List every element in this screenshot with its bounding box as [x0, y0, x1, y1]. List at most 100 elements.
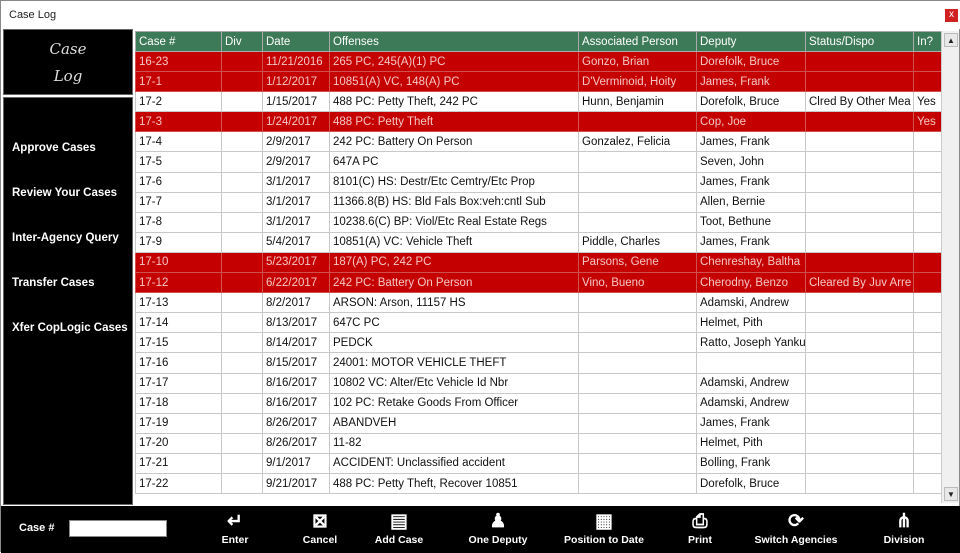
table-row[interactable]: 17-1 1/12/2017 10851(A) VC, 148(A) PC D'Ver…	[135, 71, 941, 93]
nav-review-your-cases[interactable]: Review Your Cases	[12, 187, 118, 199]
table-cell[interactable]	[578, 312, 697, 334]
table-cell[interactable]	[221, 432, 263, 454]
table-cell[interactable]	[913, 372, 941, 394]
table-cell[interactable]: Seven, John	[696, 151, 806, 173]
table-cell[interactable]: 1/12/2017	[262, 71, 330, 93]
table-cell[interactable]	[221, 251, 263, 274]
table-cell[interactable]	[221, 71, 263, 93]
table-cell[interactable]	[913, 131, 941, 153]
table-cell[interactable]: 242 PC: Battery On Person	[329, 131, 579, 153]
table-row[interactable]: 17-2 1/15/2017 488 PC: Petty Theft, 242 PC…	[135, 91, 941, 113]
table-cell[interactable]: 647C PC	[329, 312, 579, 334]
table-cell[interactable]	[805, 452, 914, 474]
table-cell[interactable]	[221, 191, 263, 213]
table-cell[interactable]: Dorefolk, Bruce	[696, 50, 806, 73]
table-cell[interactable]: 17-14	[135, 312, 222, 334]
table-cell[interactable]	[578, 392, 697, 414]
table-cell[interactable]: 17-22	[135, 472, 222, 495]
position-to-date-button[interactable]: ▦ Position to Date	[564, 510, 644, 546]
nav-inter-agency-query[interactable]: Inter-Agency Query	[12, 232, 119, 244]
table-cell[interactable]	[221, 91, 263, 113]
table-cell[interactable]: 11-82	[329, 432, 579, 454]
table-cell[interactable]: ABANDVEH	[329, 412, 579, 434]
table-cell[interactable]	[221, 111, 263, 133]
table-cell[interactable]: 17-17	[135, 372, 222, 394]
table-cell[interactable]	[805, 412, 914, 434]
table-cell[interactable]: PEDCK	[329, 332, 579, 354]
table-cell[interactable]: 17-4	[135, 131, 222, 153]
column-header[interactable]: Div	[221, 31, 263, 52]
table-cell[interactable]: James, Frank	[696, 131, 806, 153]
table-cell[interactable]: Gonzo, Brian	[578, 50, 697, 73]
table-row[interactable]: 17-14 8/13/2017 647C PC Helmet, Pith	[135, 312, 941, 334]
table-cell[interactable]: 17-21	[135, 452, 222, 474]
table-cell[interactable]	[805, 171, 914, 193]
table-cell[interactable]: 8/26/2017	[262, 432, 330, 454]
table-cell[interactable]: Dorefolk, Bruce	[696, 472, 806, 495]
table-cell[interactable]: 1/15/2017	[262, 91, 330, 113]
table-cell[interactable]	[913, 472, 941, 495]
table-cell[interactable]	[578, 332, 697, 354]
table-cell[interactable]	[913, 151, 941, 173]
table-cell[interactable]	[578, 151, 697, 173]
table-cell[interactable]	[913, 231, 941, 253]
table-cell[interactable]	[221, 231, 263, 253]
table-cell[interactable]	[805, 312, 914, 334]
table-row[interactable]: 17-3 1/24/2017 488 PC: Petty Theft Cop, Joe…	[135, 111, 941, 133]
table-cell[interactable]: 3/1/2017	[262, 191, 330, 213]
table-cell[interactable]	[578, 452, 697, 474]
table-cell[interactable]: Piddle, Charles	[578, 231, 697, 253]
column-header[interactable]: Date	[262, 31, 330, 52]
table-row[interactable]: 17-5 2/9/2017 647A PC Seven, John	[135, 151, 941, 173]
table-cell[interactable]: 8/13/2017	[262, 312, 330, 334]
table-row[interactable]: 17-10 5/23/2017 187(A) PC, 242 PC Parsons, …	[135, 251, 941, 274]
table-cell[interactable]: 8/14/2017	[262, 332, 330, 354]
table-cell[interactable]	[913, 272, 941, 294]
table-cell[interactable]	[913, 452, 941, 474]
table-cell[interactable]: 488 PC: Petty Theft, 242 PC	[329, 91, 579, 113]
cancel-button[interactable]: ⊠ Cancel	[303, 510, 337, 546]
table-cell[interactable]: Cleared By Juv Arre	[805, 272, 914, 294]
table-cell[interactable]	[221, 472, 263, 495]
table-cell[interactable]: 10238.6(C) BP: Viol/Etc Real Estate Regs	[329, 211, 579, 233]
table-cell[interactable]: D'Verminoid, Hoity	[578, 71, 697, 93]
table-cell[interactable]	[805, 432, 914, 454]
column-header[interactable]: Status/Dispo	[805, 31, 914, 52]
table-cell[interactable]	[913, 191, 941, 213]
table-cell[interactable]: Parsons, Gene	[578, 251, 697, 274]
table-row[interactable]: 17-7 3/1/2017 11366.8(B) HS: Bld Fals Box:…	[135, 191, 941, 213]
table-cell[interactable]: 17-16	[135, 352, 222, 374]
table-row[interactable]: 17-21 9/1/2017 ACCIDENT: Unclassified acci…	[135, 452, 941, 474]
table-cell[interactable]: Cherodny, Benzo	[696, 272, 806, 294]
table-cell[interactable]: 17-3	[135, 111, 222, 133]
table-row[interactable]: 17-12 6/22/2017 242 PC: Battery On Person V…	[135, 272, 941, 294]
column-header[interactable]: In?	[913, 31, 941, 52]
table-cell[interactable]: Yes	[913, 111, 941, 133]
table-cell[interactable]: 17-15	[135, 332, 222, 354]
table-cell[interactable]: Toot, Bethune	[696, 211, 806, 233]
nav-transfer-cases[interactable]: Transfer Cases	[12, 277, 95, 289]
table-cell[interactable]: 8/16/2017	[262, 372, 330, 394]
table-cell[interactable]: Dorefolk, Bruce	[696, 91, 806, 113]
table-cell[interactable]: Ratto, Joseph Yanku	[696, 332, 806, 354]
table-cell[interactable]	[221, 412, 263, 434]
table-cell[interactable]: Yes	[913, 91, 941, 113]
table-row[interactable]: 17-4 2/9/2017 242 PC: Battery On Person Gon…	[135, 131, 941, 153]
table-cell[interactable]: 16-23	[135, 50, 222, 73]
table-cell[interactable]: 488 PC: Petty Theft	[329, 111, 579, 133]
column-header[interactable]: Offenses	[329, 31, 579, 52]
nav-approve-cases[interactable]: Approve Cases	[12, 142, 96, 154]
table-cell[interactable]	[913, 352, 941, 374]
table-cell[interactable]: Gonzalez, Felicia	[578, 131, 697, 153]
table-cell[interactable]: 8/15/2017	[262, 352, 330, 374]
switch-agencies-button[interactable]: ⟳ Switch Agencies	[754, 510, 837, 546]
table-cell[interactable]	[578, 412, 697, 434]
table-cell[interactable]: 647A PC	[329, 151, 579, 173]
table-cell[interactable]: 17-2	[135, 91, 222, 113]
table-row[interactable]: 17-20 8/26/2017 11-82 Helmet, Pith	[135, 432, 941, 454]
table-cell[interactable]: Clred By Other Mea	[805, 91, 914, 113]
table-cell[interactable]: Helmet, Pith	[696, 312, 806, 334]
table-row[interactable]: 17-6 3/1/2017 8101(C) HS: Destr/Etc Cemtry…	[135, 171, 941, 193]
table-cell[interactable]	[805, 151, 914, 173]
table-row[interactable]: 17-16 8/15/2017 24001: MOTOR VEHICLE THEFT	[135, 352, 941, 374]
